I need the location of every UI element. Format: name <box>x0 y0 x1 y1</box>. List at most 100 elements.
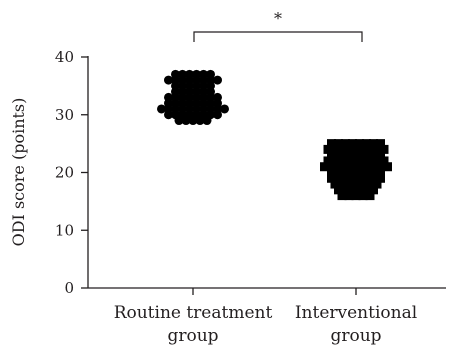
data-point <box>369 150 378 160</box>
data-point <box>192 69 201 79</box>
y-tick-label-20: 20 <box>55 164 74 182</box>
y-axis: 0 10 20 30 40 <box>55 48 89 297</box>
data-point <box>327 139 336 149</box>
x-category-label-interventional-line1: Interventional <box>295 303 417 323</box>
data-point <box>330 144 340 154</box>
data-point <box>369 185 378 195</box>
data-point <box>178 69 187 79</box>
data-point <box>171 69 180 79</box>
data-point <box>334 150 343 160</box>
data-point <box>376 168 385 177</box>
data-point <box>376 173 385 183</box>
data-point <box>327 173 336 183</box>
data-point <box>372 144 382 154</box>
y-tick-label-30: 30 <box>55 106 74 124</box>
data-point <box>334 168 343 177</box>
data-point <box>330 179 340 189</box>
data-point <box>362 185 371 195</box>
data-point <box>341 185 350 195</box>
data-point <box>348 150 357 160</box>
data-point <box>376 162 385 172</box>
data-point <box>369 173 378 183</box>
data-point <box>355 185 364 195</box>
data-point <box>362 150 371 160</box>
data-point <box>341 168 350 177</box>
data-point <box>327 162 336 172</box>
data-point <box>341 162 350 172</box>
data-point <box>358 191 368 201</box>
x-category-label-routine-line2: group <box>167 326 218 346</box>
data-point <box>355 162 364 172</box>
data-point <box>323 144 333 154</box>
significance-asterisk: * <box>274 9 282 28</box>
data-point <box>213 75 222 85</box>
data-point <box>379 156 389 166</box>
data-point <box>365 179 375 189</box>
data-point <box>365 156 375 166</box>
data-point <box>369 168 378 177</box>
data-point <box>337 144 347 154</box>
data-point <box>164 75 173 85</box>
data-point <box>327 150 336 160</box>
data-point <box>334 139 343 149</box>
data-point <box>369 139 378 149</box>
data-point <box>355 173 364 183</box>
data-point <box>157 104 166 114</box>
y-axis-label: ODI score (points) <box>9 98 28 247</box>
data-point <box>372 156 382 166</box>
y-tick-label-10: 10 <box>55 221 74 239</box>
data-point <box>355 150 364 160</box>
data-point <box>383 162 392 172</box>
data-point <box>365 191 375 201</box>
data-point <box>348 173 357 183</box>
data-point <box>358 156 368 166</box>
data-point <box>358 179 368 189</box>
data-point <box>351 191 361 201</box>
data-point <box>369 162 378 172</box>
data-point <box>206 69 215 79</box>
data-point <box>164 92 173 102</box>
data-point <box>348 139 357 149</box>
data-point <box>185 69 194 79</box>
data-point <box>376 139 385 149</box>
data-point <box>372 179 382 189</box>
data-point <box>362 173 371 183</box>
data-point <box>362 168 371 177</box>
x-category-label-interventional-line2: group <box>330 326 381 346</box>
data-point <box>344 156 354 166</box>
significance-bracket <box>193 31 363 42</box>
data-point <box>334 185 343 195</box>
data-point <box>348 185 357 195</box>
data-point <box>330 156 340 166</box>
x-axis <box>88 287 446 295</box>
data-point <box>362 139 371 149</box>
data-point <box>351 156 361 166</box>
data-point <box>337 156 347 166</box>
data-point <box>337 191 347 201</box>
y-tick-label-0: 0 <box>64 279 74 297</box>
routine-treatment-points <box>157 69 229 126</box>
x-category-label-routine-line1: Routine treatment <box>114 303 273 323</box>
interventional-points <box>320 139 392 201</box>
data-point <box>220 104 229 114</box>
data-point <box>323 156 333 166</box>
data-point <box>351 179 361 189</box>
data-point <box>341 139 350 149</box>
data-point <box>337 179 347 189</box>
data-point <box>341 173 350 183</box>
data-point <box>334 162 343 172</box>
data-point <box>344 144 354 154</box>
data-point <box>344 191 354 201</box>
data-point <box>365 144 375 154</box>
data-point <box>348 162 357 172</box>
data-point <box>341 150 350 160</box>
data-point <box>376 150 385 160</box>
data-point <box>213 92 222 102</box>
data-point <box>358 144 368 154</box>
data-point <box>355 168 364 177</box>
y-tick-label-40: 40 <box>55 48 74 66</box>
data-point <box>334 173 343 183</box>
data-point <box>320 162 329 172</box>
data-point <box>355 139 364 149</box>
